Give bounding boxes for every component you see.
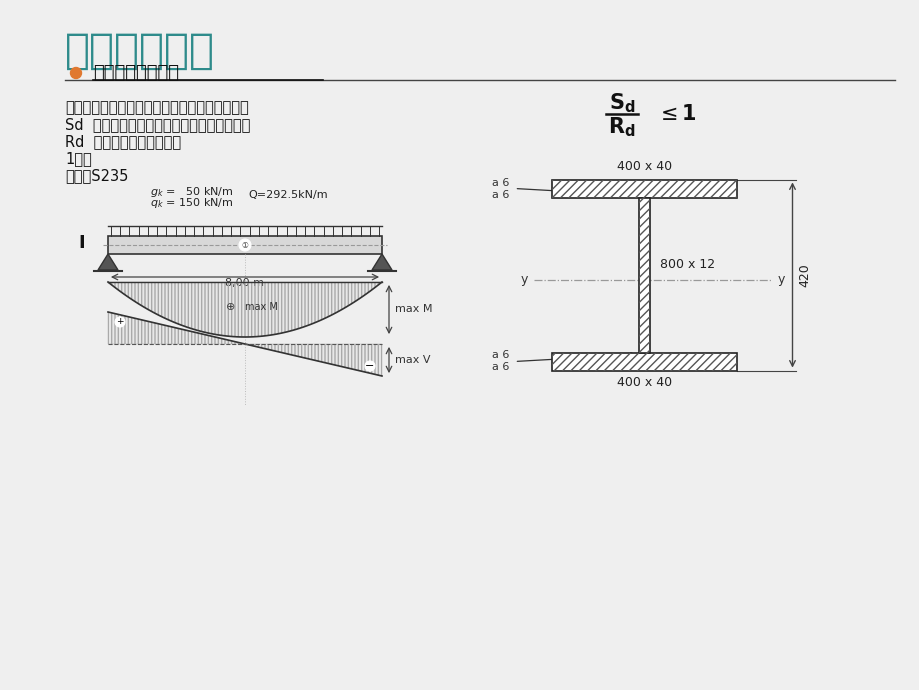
Text: max M: max M <box>244 302 278 313</box>
Text: 800 x 12: 800 x 12 <box>660 259 715 271</box>
Text: a 6: a 6 <box>492 362 509 373</box>
Text: y: y <box>520 273 528 286</box>
Text: y: y <box>777 273 784 286</box>
Text: 8,00 m: 8,00 m <box>225 278 265 288</box>
Circle shape <box>365 361 375 371</box>
Text: $\mathbf{R_d}$: $\mathbf{R_d}$ <box>607 115 635 139</box>
Text: ⊕: ⊕ <box>226 302 235 313</box>
Text: a 6: a 6 <box>492 177 509 188</box>
Text: 400 x 40: 400 x 40 <box>617 375 672 388</box>
Text: 焊接结构设计: 焊接结构设计 <box>65 30 215 72</box>
Text: $\mathbf{S_d}$: $\mathbf{S_d}$ <box>608 91 634 115</box>
Text: max V: max V <box>394 355 430 365</box>
Text: a 6: a 6 <box>492 190 509 199</box>
Text: Rd  抵抗力（强度理论基础: Rd 抵抗力（强度理论基础 <box>65 134 181 149</box>
Text: 结构设计基础部分: 结构设计基础部分 <box>93 64 179 82</box>
Text: I: I <box>79 234 85 252</box>
Text: Sd  作用力（结构设计基础、强度理论基础）: Sd 作用力（结构设计基础、强度理论基础） <box>65 117 250 132</box>
Text: Q=292.5kN/m: Q=292.5kN/m <box>248 190 327 200</box>
Text: 1、例: 1、例 <box>65 151 92 166</box>
Text: −: − <box>365 361 374 371</box>
Text: 400 x 40: 400 x 40 <box>617 159 672 172</box>
Bar <box>552 179 737 197</box>
Text: $\leq\mathbf{1}$: $\leq\mathbf{1}$ <box>655 104 696 124</box>
Polygon shape <box>98 254 118 270</box>
Circle shape <box>239 239 251 251</box>
Text: 安全校核（强度校核、稳定性校核、刚度校核）: 安全校核（强度校核、稳定性校核、刚度校核） <box>65 100 248 115</box>
Polygon shape <box>371 254 391 270</box>
Text: ①: ① <box>242 241 248 250</box>
Text: 材料：S235: 材料：S235 <box>65 168 129 183</box>
Text: $q_k$ = 150 kN/m: $q_k$ = 150 kN/m <box>150 196 233 210</box>
Bar <box>552 179 737 197</box>
Bar <box>108 236 381 254</box>
Bar <box>639 197 650 353</box>
Text: +: + <box>116 317 124 326</box>
Bar <box>639 197 650 353</box>
Text: a 6: a 6 <box>492 351 509 360</box>
Circle shape <box>71 68 82 79</box>
Text: $g_k$ =   50 kN/m: $g_k$ = 50 kN/m <box>150 185 233 199</box>
Circle shape <box>115 317 125 327</box>
Bar <box>552 353 737 371</box>
Text: max M: max M <box>394 304 432 315</box>
Bar <box>552 353 737 371</box>
Text: 420: 420 <box>798 263 811 287</box>
